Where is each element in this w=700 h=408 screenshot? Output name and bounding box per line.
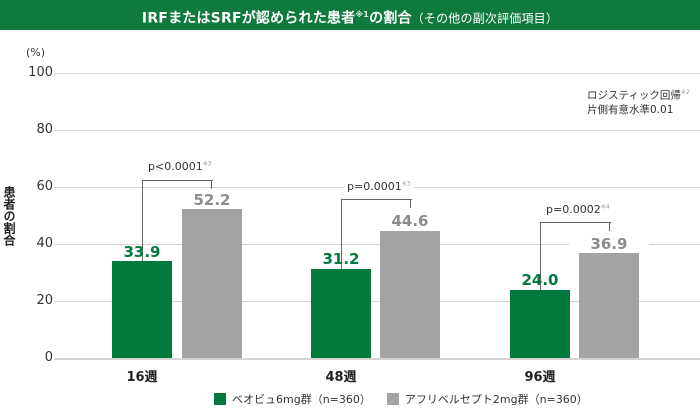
value-label-gray-48w: 44.6 bbox=[370, 212, 450, 230]
y-tick-20: 20 bbox=[36, 293, 53, 308]
value-label-green-96w: 24.0 bbox=[521, 271, 559, 289]
legend-label-beovu: ベオビュ6mg群（n=360） bbox=[232, 393, 371, 406]
gridline-100 bbox=[54, 73, 700, 74]
bar-green-96w bbox=[510, 290, 570, 358]
x-label-16w: 16週 bbox=[126, 370, 158, 385]
p-value-16w: p<0.0001※3 bbox=[145, 160, 215, 173]
p-bracket-right-48w bbox=[410, 199, 411, 208]
p-bracket-left-48w bbox=[341, 199, 412, 269]
gridline-40 bbox=[54, 244, 700, 245]
value-label-gray-16w: 52.2 bbox=[172, 191, 252, 209]
y-tick-80: 80 bbox=[36, 122, 53, 137]
p-bracket-left-96w bbox=[540, 222, 611, 291]
chart-title: IRFまたはSRFが認められた患者※1の割合（その他の副次評価項目） bbox=[0, 0, 700, 30]
title-footnote: ※1 bbox=[355, 10, 370, 19]
legend: ベオビュ6mg群（n=360） アフリベルセプト2mg群（n=360） bbox=[214, 391, 604, 407]
bar-green-16w bbox=[112, 261, 172, 358]
note-method: ロジスティック回帰 bbox=[587, 89, 681, 102]
y-tick-100: 100 bbox=[28, 65, 53, 80]
baseline-0 bbox=[54, 358, 700, 360]
bar-green-48w bbox=[311, 269, 371, 358]
statistics-note: ロジスティック回帰※2 片側有意水準0.01 bbox=[587, 86, 690, 117]
bar-gray-48w bbox=[380, 231, 440, 358]
bar-gray-96w bbox=[579, 253, 639, 358]
legend-swatch-gray bbox=[386, 393, 399, 405]
gridline-20 bbox=[54, 301, 700, 302]
value-label-green-48w: 31.2 bbox=[322, 250, 360, 268]
p-bracket-left-16w bbox=[142, 180, 213, 261]
x-label-96w: 96週 bbox=[524, 370, 556, 385]
legend-swatch-green bbox=[214, 393, 226, 405]
legend-item-beovu: ベオビュ6mg群（n=360） bbox=[214, 391, 371, 407]
gridline-80 bbox=[54, 130, 700, 131]
title-sub: （その他の副次評価項目） bbox=[411, 11, 559, 26]
note-footnote: ※2 bbox=[680, 89, 690, 96]
bar-gray-16w bbox=[182, 209, 242, 358]
title-main: IRFまたはSRFが認められた患者 bbox=[141, 10, 356, 27]
p-bracket-right-16w bbox=[211, 180, 212, 189]
p-bracket-right-96w bbox=[609, 222, 610, 231]
value-label-green-16w: 33.9 bbox=[123, 243, 161, 261]
y-tick-40: 40 bbox=[36, 236, 53, 251]
y-axis-unit: (%) bbox=[26, 46, 46, 59]
note-significance: 片側有意水準0.01 bbox=[587, 103, 674, 116]
p-value-96w: p=0.0002※4 bbox=[543, 203, 613, 216]
legend-label-aflibercept: アフリベルセプト2mg群（n=360） bbox=[404, 393, 588, 406]
y-tick-60: 60 bbox=[36, 179, 53, 194]
p-value-48w: p=0.0001※3 bbox=[344, 180, 414, 193]
value-label-gray-96w: 36.9 bbox=[569, 235, 649, 253]
legend-item-aflibercept: アフリベルセプト2mg群（n=360） bbox=[386, 391, 588, 407]
x-label-48w: 48週 bbox=[325, 370, 357, 385]
title-after: の割合 bbox=[369, 10, 412, 27]
y-axis-label: 患者の割合 bbox=[2, 186, 16, 246]
y-tick-0: 0 bbox=[44, 350, 53, 365]
